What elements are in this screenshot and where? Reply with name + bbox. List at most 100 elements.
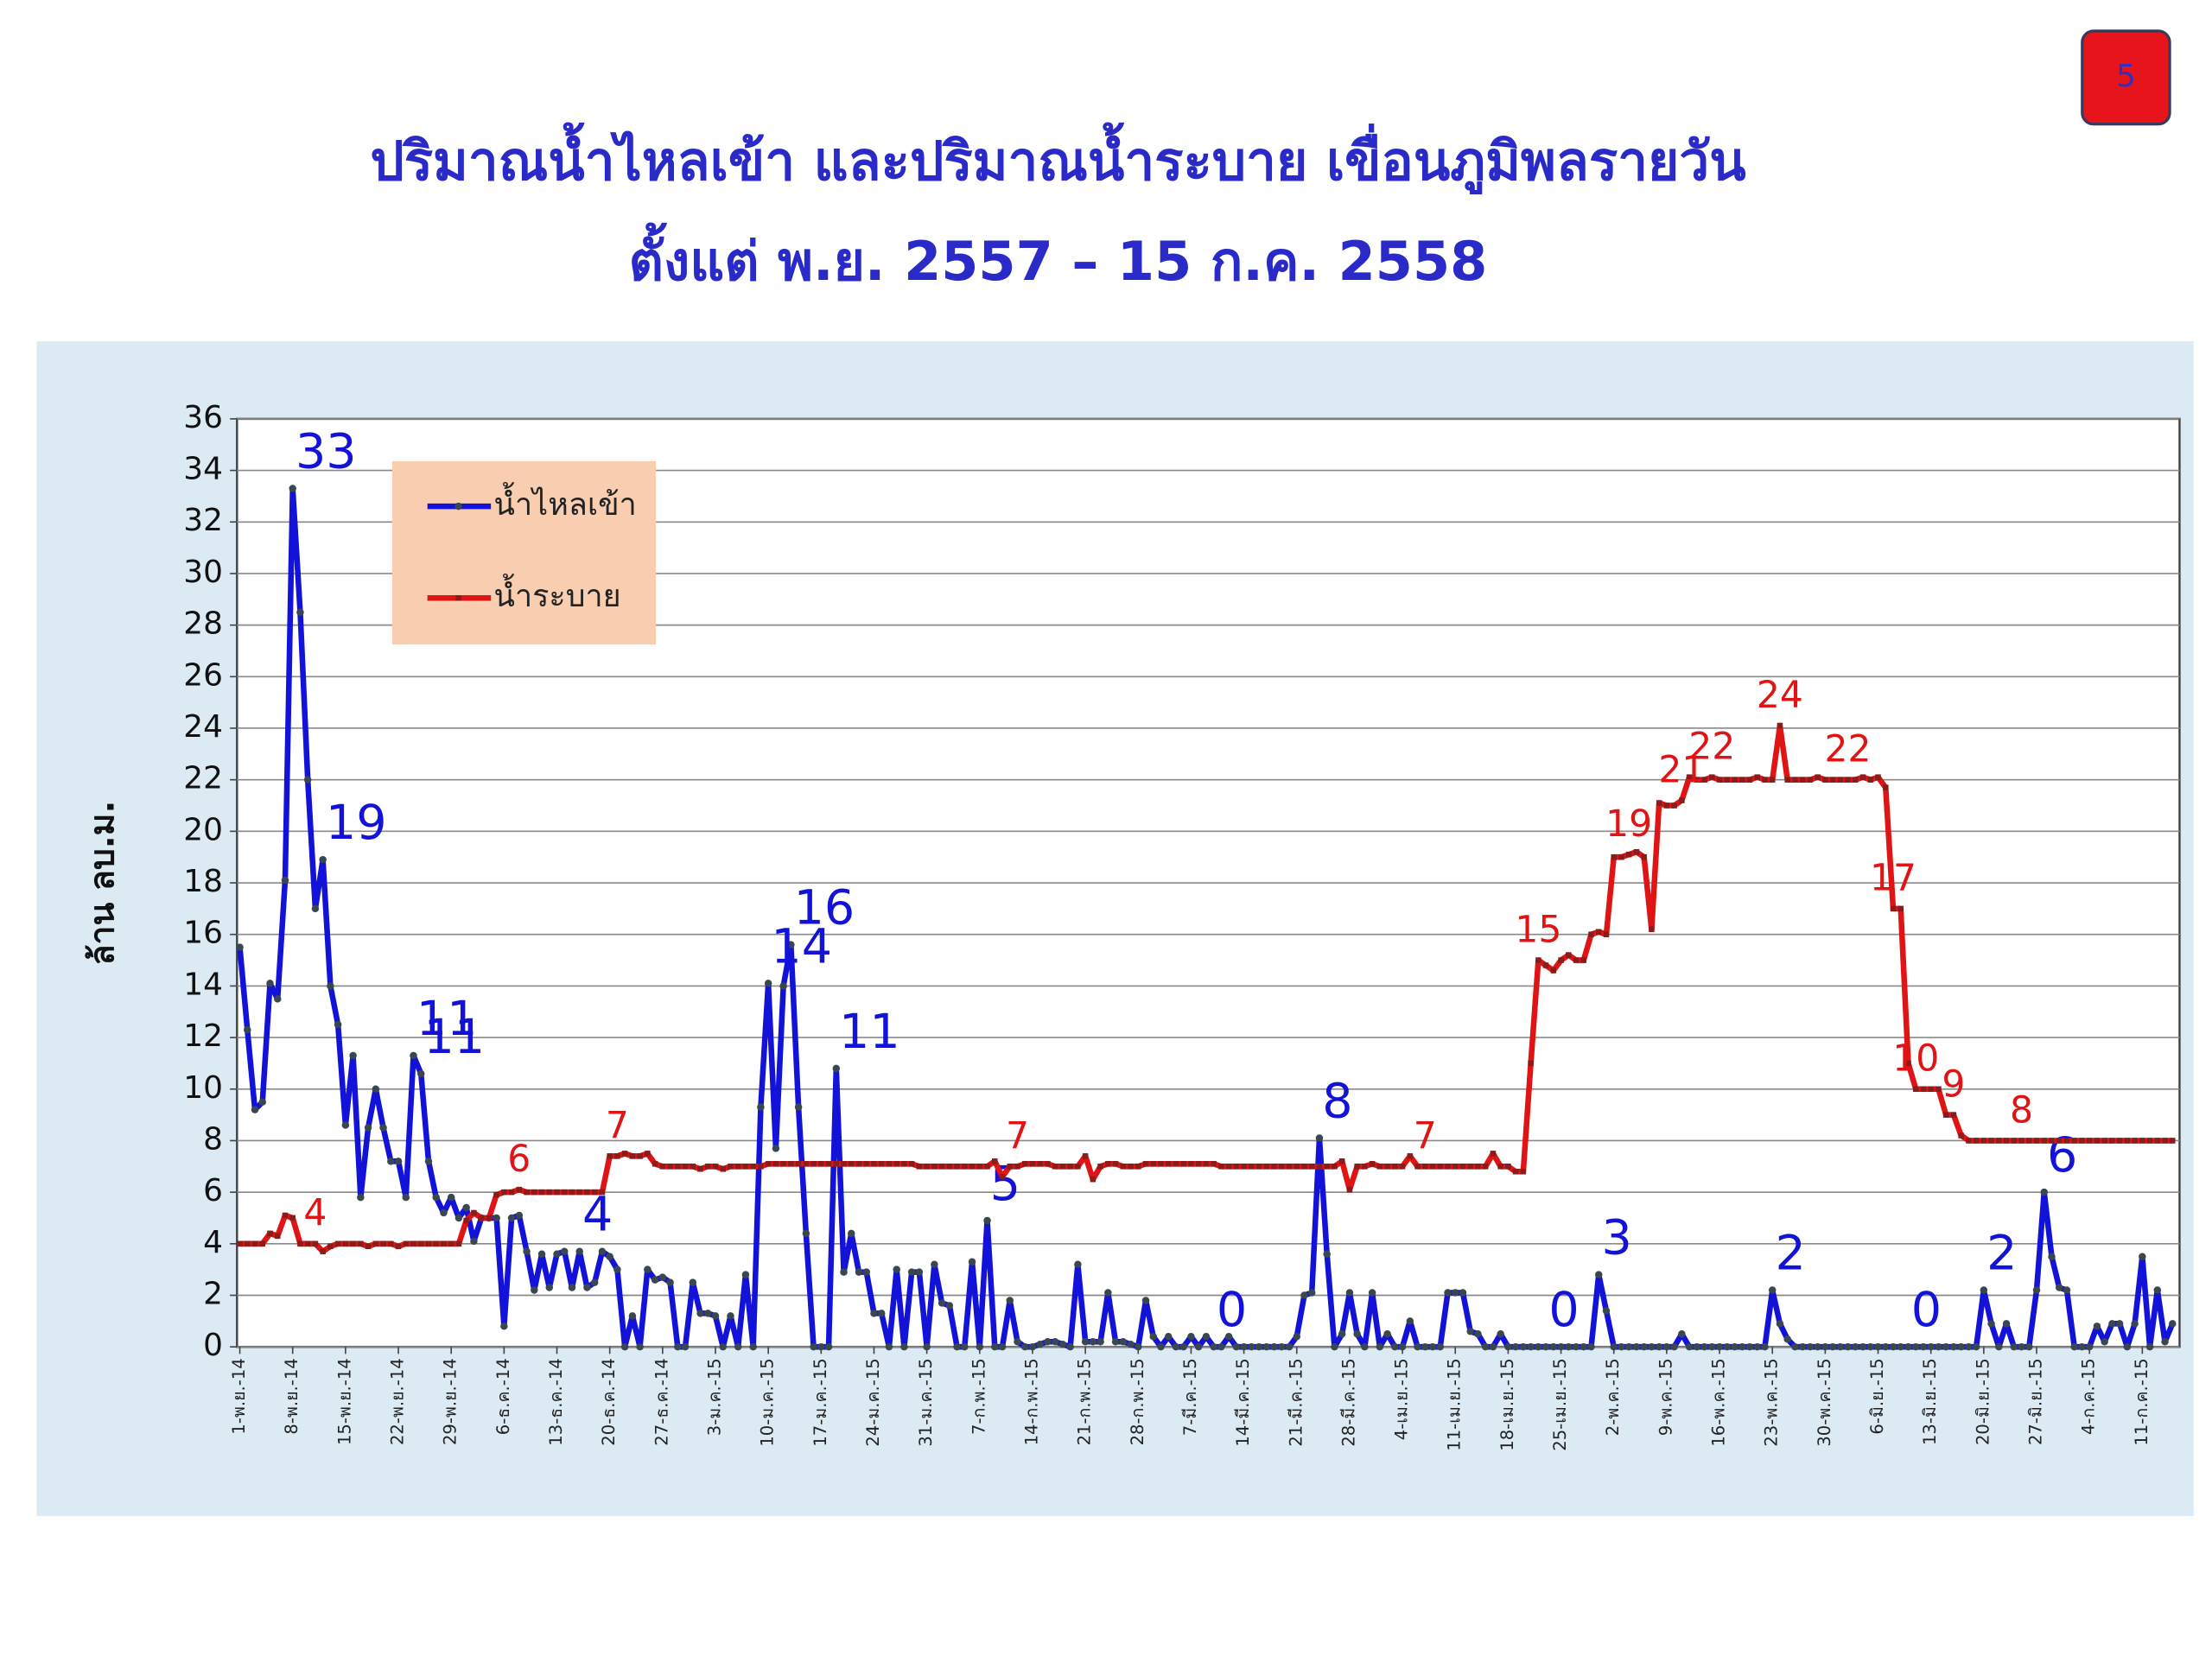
point-marker — [296, 608, 304, 616]
point-marker — [1987, 1320, 1995, 1328]
point-marker — [2033, 1138, 2040, 1144]
point-marker — [1866, 1342, 1875, 1351]
point-marker — [258, 1098, 267, 1106]
point-marker — [946, 1164, 953, 1170]
point-marker — [1180, 1161, 1186, 1167]
point-marker — [1966, 1138, 1972, 1144]
point-marker — [1783, 1335, 1791, 1343]
point-marker — [1467, 1164, 1473, 1170]
point-marker — [1270, 1342, 1278, 1351]
point-marker — [908, 1161, 915, 1167]
point-marker — [1542, 962, 1549, 968]
point-marker — [855, 1161, 862, 1167]
point-marker — [1271, 1164, 1277, 1170]
point-marker — [2153, 1286, 2162, 1294]
point-marker — [2055, 1284, 2063, 1291]
x-tick-label: 3-ม.ค.-15 — [704, 1358, 724, 1436]
point-marker — [711, 1312, 720, 1320]
point-marker — [1020, 1342, 1029, 1351]
point-marker — [1807, 777, 1814, 783]
point-marker — [1445, 1164, 1451, 1170]
point-marker — [2131, 1320, 2139, 1328]
point-marker — [1414, 1342, 1421, 1351]
point-marker — [2162, 1138, 2168, 1144]
point-marker — [1624, 1342, 1633, 1351]
point-marker — [1104, 1289, 1112, 1297]
point-marker — [2063, 1286, 2071, 1294]
y-tick-label: 10 — [183, 1070, 223, 1106]
data-label: 2 — [1775, 1225, 1805, 1281]
point-marker — [1150, 1161, 1157, 1167]
point-marker — [1889, 1342, 1897, 1351]
point-marker — [1045, 1161, 1051, 1167]
point-marker — [1188, 1161, 1194, 1167]
point-marker — [1105, 1161, 1111, 1167]
data-label: 33 — [296, 423, 357, 479]
point-marker — [1481, 1342, 1490, 1351]
y-axis-label: ล้าน ลบ.ม. — [83, 801, 122, 966]
point-marker — [1307, 1289, 1316, 1297]
point-marker — [1685, 1342, 1694, 1351]
point-marker — [1920, 1086, 1927, 1093]
point-marker — [1670, 1342, 1678, 1351]
point-marker — [1248, 1342, 1255, 1351]
point-marker — [417, 1069, 425, 1078]
point-marker — [312, 1240, 319, 1247]
point-marker — [1354, 1164, 1360, 1170]
point-marker — [674, 1342, 682, 1351]
point-marker — [2115, 1320, 2124, 1328]
point-marker — [969, 1164, 976, 1170]
point-marker — [1059, 1164, 1066, 1170]
x-tick-label: 8-พ.ย.-14 — [282, 1358, 302, 1434]
point-marker — [749, 1342, 757, 1351]
point-marker — [1459, 1164, 1466, 1170]
point-marker — [478, 1215, 485, 1221]
point-marker — [2070, 1342, 2078, 1351]
point-marker — [591, 1189, 598, 1196]
point-marker — [554, 1189, 560, 1196]
point-marker — [1897, 1342, 1904, 1351]
point-marker — [1936, 1086, 1942, 1093]
point-marker — [1625, 851, 1632, 858]
point-marker — [1120, 1164, 1127, 1170]
point-marker — [976, 1342, 984, 1351]
data-label: 19 — [326, 795, 387, 851]
point-marker — [1279, 1164, 1285, 1170]
point-marker — [607, 1153, 613, 1159]
point-marker — [1353, 1330, 1361, 1338]
point-marker — [758, 1164, 764, 1170]
point-marker — [2041, 1138, 2048, 1144]
point-marker — [1776, 1320, 1784, 1328]
point-marker — [704, 1310, 712, 1317]
point-marker — [1784, 777, 1790, 783]
point-marker — [658, 1273, 667, 1281]
point-marker — [1618, 1342, 1625, 1351]
point-marker — [2056, 1138, 2063, 1144]
point-marker — [1384, 1164, 1390, 1170]
point-marker — [1815, 774, 1821, 780]
point-marker — [1172, 1342, 1180, 1351]
x-tick-label: 4-ก.ค.-15 — [2079, 1358, 2099, 1435]
point-marker — [598, 1247, 607, 1256]
legend-marker — [454, 502, 462, 511]
y-tick-label: 6 — [203, 1173, 223, 1208]
data-label: 3 — [1602, 1210, 1632, 1266]
point-marker — [1852, 1342, 1859, 1351]
data-label: 2 — [1986, 1225, 2017, 1281]
point-marker — [1090, 1176, 1096, 1183]
point-marker — [358, 1240, 364, 1247]
x-tick-label: 21-มี.ค.-15 — [1286, 1358, 1306, 1446]
point-marker — [1995, 1342, 2003, 1351]
point-marker — [410, 1240, 416, 1247]
point-marker — [1610, 1342, 1618, 1351]
y-tick-label: 16 — [183, 916, 223, 951]
point-marker — [365, 1243, 372, 1250]
point-marker — [1141, 1297, 1150, 1304]
point-marker — [1218, 1164, 1224, 1170]
point-marker — [1550, 967, 1557, 974]
point-marker — [1950, 1112, 1957, 1118]
point-marker — [1980, 1138, 1987, 1144]
y-tick-label: 0 — [203, 1328, 223, 1363]
point-marker — [417, 1240, 424, 1247]
point-marker — [848, 1229, 855, 1238]
